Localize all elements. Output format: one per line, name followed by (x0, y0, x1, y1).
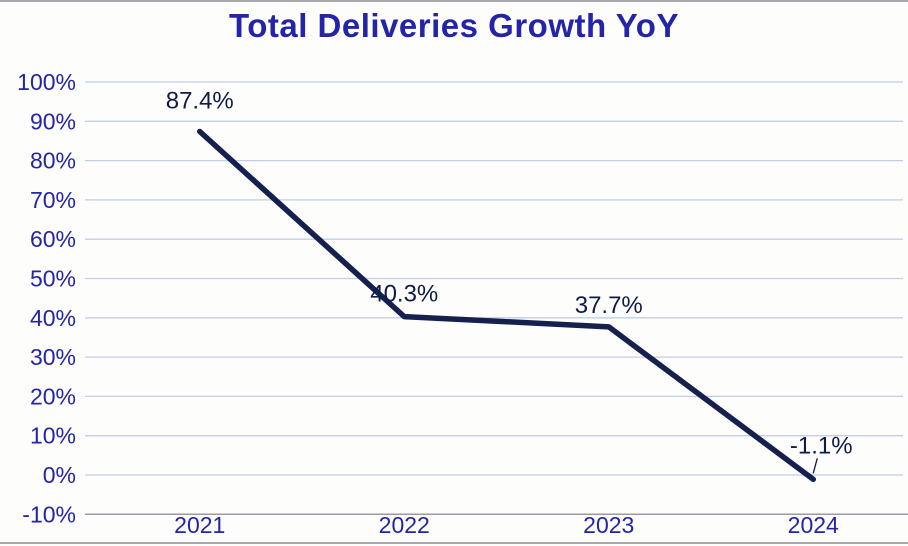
y-axis-tick-label: 30% (30, 344, 76, 370)
chart-title: Total Deliveries Growth YoY (229, 7, 679, 44)
y-axis-tick-label: 60% (30, 226, 76, 252)
y-axis-tick-label: 70% (30, 187, 76, 213)
x-axis-tick-label: 2023 (583, 512, 634, 538)
y-axis-tick-label: 50% (30, 266, 76, 292)
x-axis-tick-label: 2022 (379, 512, 430, 538)
y-axis-tick-label: 10% (30, 423, 76, 449)
y-axis-tick-label: 80% (30, 148, 76, 174)
y-axis-tick-label: 40% (30, 305, 76, 331)
y-axis-tick-label: 90% (30, 108, 76, 134)
y-axis-tick-label: 20% (30, 383, 76, 409)
y-axis-tick-label: 0% (43, 462, 76, 488)
y-axis-tick-label: 100% (17, 69, 76, 95)
data-label-leader (812, 458, 818, 474)
data-label: 40.3% (370, 281, 438, 308)
data-label: 87.4% (166, 88, 234, 115)
data-label: -1.1% (790, 432, 853, 459)
x-axis-tick-label: 2024 (788, 512, 839, 538)
x-axis-tick-label: 2021 (174, 512, 225, 538)
series-line (197, 128, 816, 483)
y-axis-tick-label: -10% (22, 501, 76, 527)
data-label: 37.7% (575, 292, 643, 319)
